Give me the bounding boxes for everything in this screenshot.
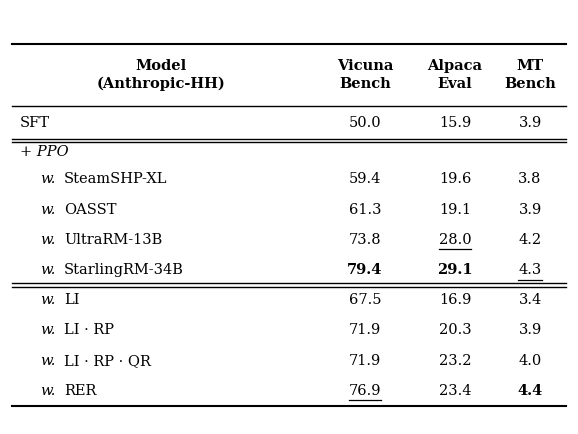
Text: SteamSHP-XL: SteamSHP-XL bbox=[64, 172, 168, 186]
Text: 3.8: 3.8 bbox=[518, 172, 542, 186]
Text: 3.9: 3.9 bbox=[518, 203, 542, 217]
Text: 79.4: 79.4 bbox=[347, 263, 383, 277]
Text: 73.8: 73.8 bbox=[349, 233, 381, 247]
Text: 3.4: 3.4 bbox=[518, 293, 542, 307]
Text: w.: w. bbox=[40, 293, 55, 307]
Text: 23.4: 23.4 bbox=[439, 384, 471, 398]
Text: 76.9: 76.9 bbox=[349, 384, 381, 398]
Text: 19.1: 19.1 bbox=[439, 203, 471, 217]
Text: UltraRM-13B: UltraRM-13B bbox=[64, 233, 162, 247]
Text: 20.3: 20.3 bbox=[439, 323, 471, 338]
Text: 4.4: 4.4 bbox=[517, 384, 543, 398]
Text: w.: w. bbox=[40, 354, 55, 368]
Text: SFT: SFT bbox=[20, 116, 50, 130]
Text: + PPO: + PPO bbox=[20, 145, 69, 159]
Text: 71.9: 71.9 bbox=[349, 354, 381, 368]
Text: 28.0: 28.0 bbox=[439, 233, 471, 247]
Text: 3.9: 3.9 bbox=[518, 116, 542, 130]
Text: 4.3: 4.3 bbox=[518, 263, 542, 277]
Text: 16.9: 16.9 bbox=[439, 293, 471, 307]
Text: 71.9: 71.9 bbox=[349, 323, 381, 338]
Text: w.: w. bbox=[40, 323, 55, 338]
Text: LI: LI bbox=[64, 293, 80, 307]
Text: 3.9: 3.9 bbox=[518, 323, 542, 338]
Text: 50.0: 50.0 bbox=[349, 116, 381, 130]
Text: 4.0: 4.0 bbox=[518, 354, 542, 368]
Text: RER: RER bbox=[64, 384, 97, 398]
Text: 23.2: 23.2 bbox=[439, 354, 471, 368]
Text: w.: w. bbox=[40, 233, 55, 247]
Text: 29.1: 29.1 bbox=[437, 263, 473, 277]
Text: LI · RP · QR: LI · RP · QR bbox=[64, 354, 151, 368]
Text: MT
Bench: MT Bench bbox=[504, 59, 556, 91]
Text: 67.5: 67.5 bbox=[349, 293, 381, 307]
Text: StarlingRM-34B: StarlingRM-34B bbox=[64, 263, 184, 277]
Text: 15.9: 15.9 bbox=[439, 116, 471, 130]
Text: w.: w. bbox=[40, 263, 55, 277]
Text: w.: w. bbox=[40, 203, 55, 217]
Text: Model
(Anthropic-HH): Model (Anthropic-HH) bbox=[97, 59, 225, 91]
Text: 61.3: 61.3 bbox=[349, 203, 381, 217]
Text: w.: w. bbox=[40, 384, 55, 398]
Text: Alpaca
Eval: Alpaca Eval bbox=[428, 59, 483, 91]
Text: 59.4: 59.4 bbox=[349, 172, 381, 186]
Text: 19.6: 19.6 bbox=[439, 172, 471, 186]
Text: OASST: OASST bbox=[64, 203, 117, 217]
Text: w.: w. bbox=[40, 172, 55, 186]
Text: Vicuna
Bench: Vicuna Bench bbox=[337, 59, 393, 91]
Text: 4.2: 4.2 bbox=[518, 233, 542, 247]
Text: LI · RP: LI · RP bbox=[64, 323, 114, 338]
